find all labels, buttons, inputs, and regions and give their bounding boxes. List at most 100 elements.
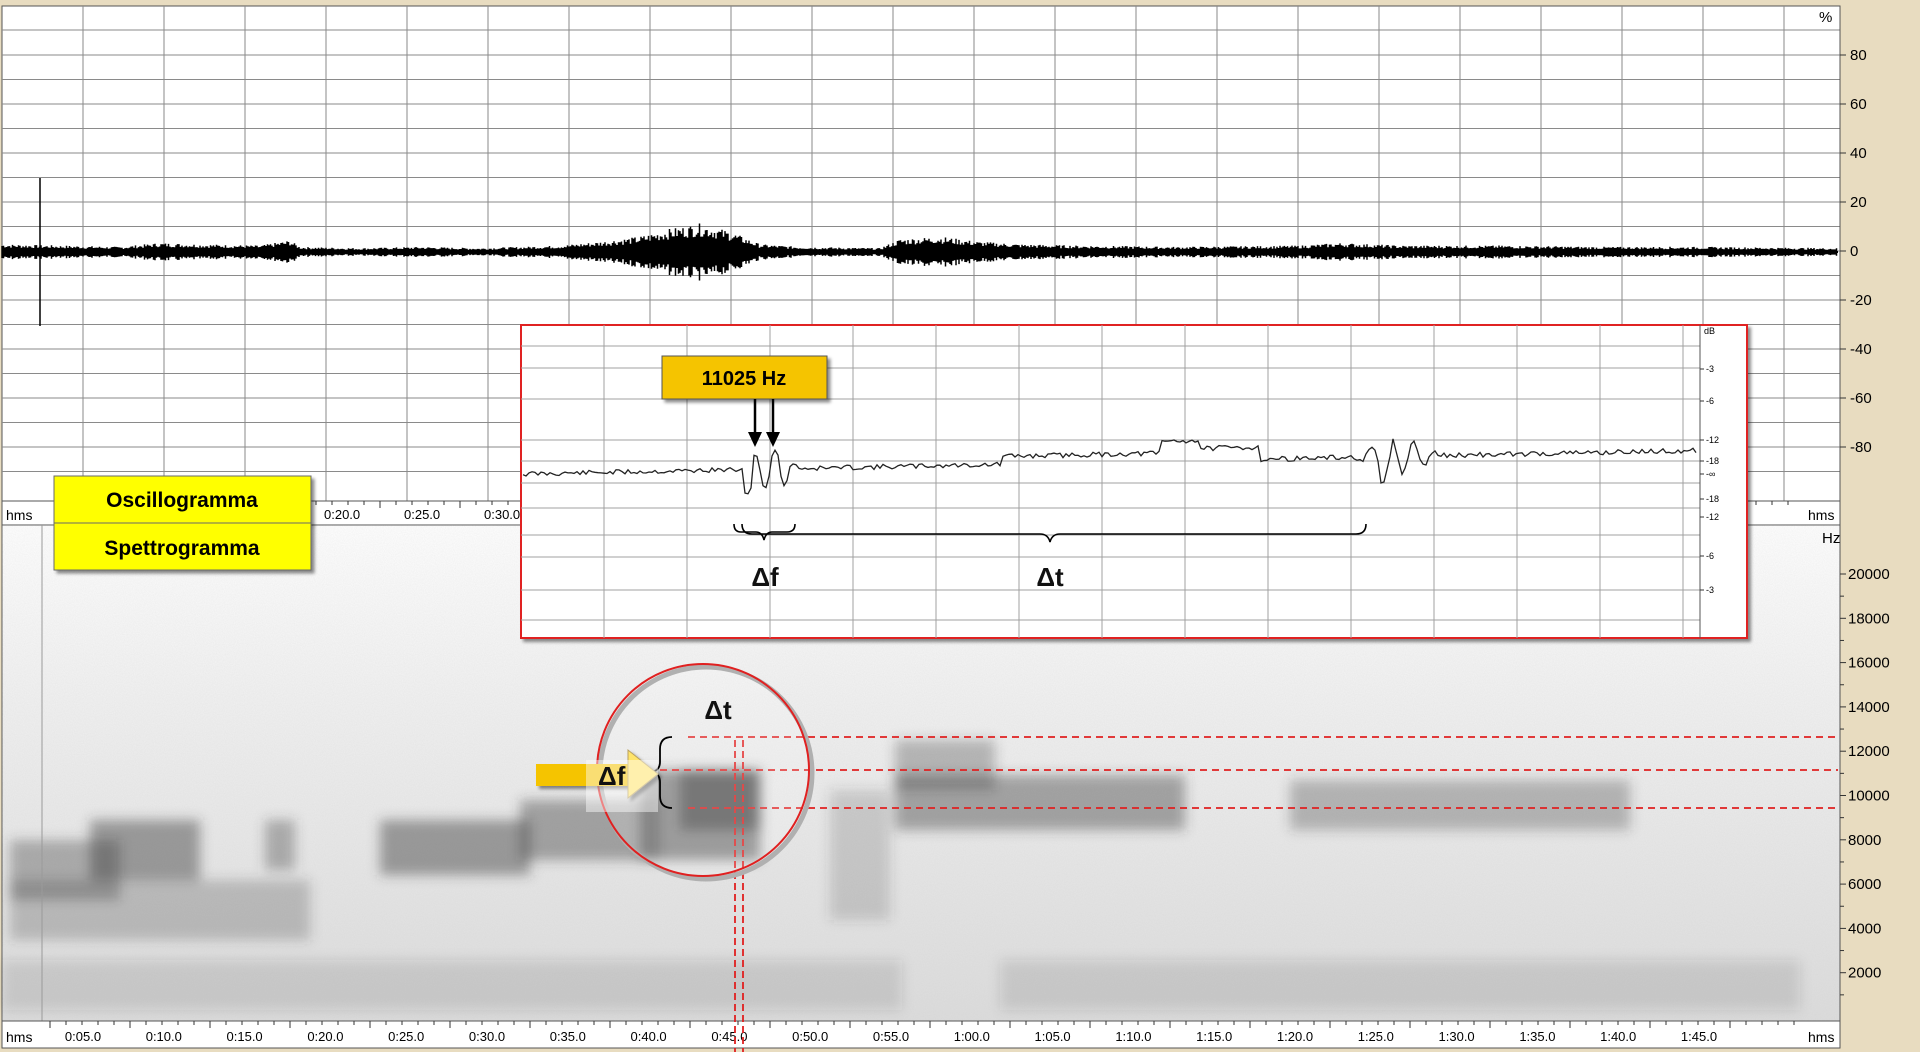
inset-db-tick-label: -6 (1706, 396, 1714, 406)
delta-f-label: Δf (598, 761, 626, 791)
spectrogram-time-tick-label: 1:35.0 (1519, 1029, 1555, 1044)
spectrogram-time-tick-label: 1:30.0 (1439, 1029, 1475, 1044)
delta-f-arrow-shaft (536, 764, 628, 786)
amplitude-tick-label: 40 (1850, 145, 1867, 162)
inset-db-tick-label: -6 (1706, 551, 1714, 561)
spectrogram-time-tick-label: 0:10.0 (146, 1029, 182, 1044)
inset-grid (521, 325, 1700, 638)
spectrogram-energy-region (680, 770, 760, 830)
frequency-axis: 20000 18000 16000 14000 12000 10000 8000 6000 40… (1840, 566, 1890, 996)
spectrogram-time-tick-label: 0:35.0 (550, 1029, 586, 1044)
frequency-tick-label: 18000 (1848, 610, 1890, 627)
oscillogram-time-unit-right: hms (1808, 507, 1834, 523)
spectrogram-time-ticks: 0:05.0 0:10.0 0:15.0 0:20.0 0:25.0 0:30.0 0:35… (49, 1021, 1795, 1044)
spectrogram-label-box (53, 522, 312, 571)
spectrogram-energy (2, 740, 1800, 1010)
spectrogram-annotations: Δf Δt (536, 663, 1838, 1052)
amplitude-tick-label: -20 (1850, 292, 1872, 309)
inset-delta-f-brace (733, 523, 796, 541)
inset-panel: -3 -6 -12 -18 -∞ -18 -12 -6 -3 dB Δf Δt 11025 Hz (520, 324, 1748, 639)
inset-db-tick-label: -∞ (1706, 469, 1715, 479)
spectrogram-time-tick-label: 1:10.0 (1115, 1029, 1151, 1044)
inset-db-tick-label: -18 (1706, 456, 1719, 466)
amplitude-tick-label: -80 (1850, 439, 1872, 456)
spectrogram-energy-region (1000, 960, 1800, 1010)
spectrogram-energy-region (10, 880, 310, 940)
frequency-unit: Hz (1822, 530, 1840, 547)
spectrogram-label: Spettrogramma (104, 537, 260, 560)
amplitude-tick-label: 0 (1850, 243, 1858, 260)
oscillogram-time-tick-label: 0:20.0 (324, 507, 360, 522)
spectrogram-time-tick-label: 1:45.0 (1681, 1029, 1717, 1044)
spectrogram-time-ruler (1, 1020, 1841, 1049)
amplitude-tick-label: -40 (1850, 341, 1872, 358)
spectrogram-time-unit-right: hms (1808, 1029, 1834, 1045)
spectrogram-time-tick-label: 0:20.0 (307, 1029, 343, 1044)
spectrogram-time-tick-label: 1:20.0 (1277, 1029, 1313, 1044)
inset-db-tick-label: -18 (1706, 494, 1719, 504)
oscillogram-label: Oscillogramma (106, 489, 258, 512)
frequency-tick-label: 8000 (1848, 832, 1881, 849)
frequency-callout-label: 11025 Hz (702, 368, 787, 390)
spectrogram-time-tick-label: 1:25.0 (1358, 1029, 1394, 1044)
frequency-callout-box (661, 355, 828, 400)
amplitude-axis: 80 60 40 20 0 -20 -40 -60 -80 (1840, 47, 1872, 456)
oscillogram-label-bg (53, 475, 312, 524)
inset-db-tick-label: -12 (1706, 512, 1719, 522)
spectrogram-energy-region (90, 820, 200, 880)
inset-db-tick-label: -3 (1706, 585, 1714, 595)
spectrogram-energy-region (380, 820, 530, 875)
spectrogram-time-tick-label: 1:15.0 (1196, 1029, 1232, 1044)
spectrogram-energy-region (265, 820, 295, 870)
frequency-tick-label: 20000 (1848, 566, 1890, 583)
spectrogram-time-tick-label: 0:05.0 (65, 1029, 101, 1044)
inset-db-unit: dB (1704, 326, 1715, 336)
amplitude-tick-label: -60 (1850, 390, 1872, 407)
spectrogram-time-tick-label: 0:40.0 (631, 1029, 667, 1044)
frequency-tick-label: 14000 (1848, 699, 1890, 716)
spectrogram-energy-region (830, 790, 890, 920)
oscillogram-time-tick-label: 0:25.0 (404, 507, 440, 522)
frequency-tick-label: 10000 (1848, 788, 1890, 805)
frequency-tick-label: 6000 (1848, 876, 1881, 893)
amplitude-unit: % (1819, 9, 1832, 26)
delta-f-highlight (586, 760, 658, 812)
spectrogram-time-tick-label: 1:00.0 (954, 1029, 990, 1044)
spectrogram-energy-region (1290, 780, 1630, 830)
inset-delta-t-brace (741, 523, 1367, 543)
spectrogram-time-tick-label: 1:40.0 (1600, 1029, 1636, 1044)
oscillogram-waveform (1, 223, 1838, 281)
spectrogram-label-bg (53, 522, 312, 571)
inset-db-axis: -3 -6 -12 -18 -∞ -18 -12 -6 -3 (1700, 364, 1719, 595)
oscillogram-label-box (53, 475, 312, 524)
inset-delta-f-label: Δf (751, 562, 779, 592)
spectrogram-time-tick-label: 0:45.0 (711, 1029, 747, 1044)
amplitude-tick-label: 60 (1850, 96, 1867, 113)
delta-f-arrow (536, 748, 659, 800)
callout-arrow-left-head (748, 432, 762, 447)
oscillogram-time-unit-left: hms (6, 507, 32, 523)
callout-arrow-right-head (766, 432, 780, 447)
delta-f-arrow-head (627, 748, 659, 800)
frequency-tick-label: 4000 (1848, 920, 1881, 937)
spectrogram-time-tick-label: 1:05.0 (1035, 1029, 1071, 1044)
spectrogram-time-tick-label: 0:15.0 (227, 1029, 263, 1044)
frequency-tick-label: 2000 (1848, 965, 1881, 982)
frequency-callout-bg (661, 355, 828, 400)
frequency-tick-label: 16000 (1848, 655, 1890, 672)
inset-db-tick-label: -3 (1706, 364, 1714, 374)
amplitude-tick-label: 80 (1850, 47, 1867, 64)
frequency-tick-label: 12000 (1848, 743, 1890, 760)
spectrogram-time-tick-label: 0:50.0 (792, 1029, 828, 1044)
delta-t-label: Δt (704, 695, 732, 725)
spectrogram-time-unit-left: hms (6, 1029, 32, 1045)
panel-labels: Oscillogramma Spettrogramma (53, 475, 312, 571)
amplitude-tick-label: 20 (1850, 194, 1867, 211)
inset-delta-t-label: Δt (1036, 562, 1064, 592)
spectrogram-time-tick-label: 0:30.0 (469, 1029, 505, 1044)
inset-waveform (522, 438, 1697, 495)
oscillogram-time-tick-label: 0:30.0 (484, 507, 520, 522)
spectrogram-energy-region (895, 740, 995, 790)
